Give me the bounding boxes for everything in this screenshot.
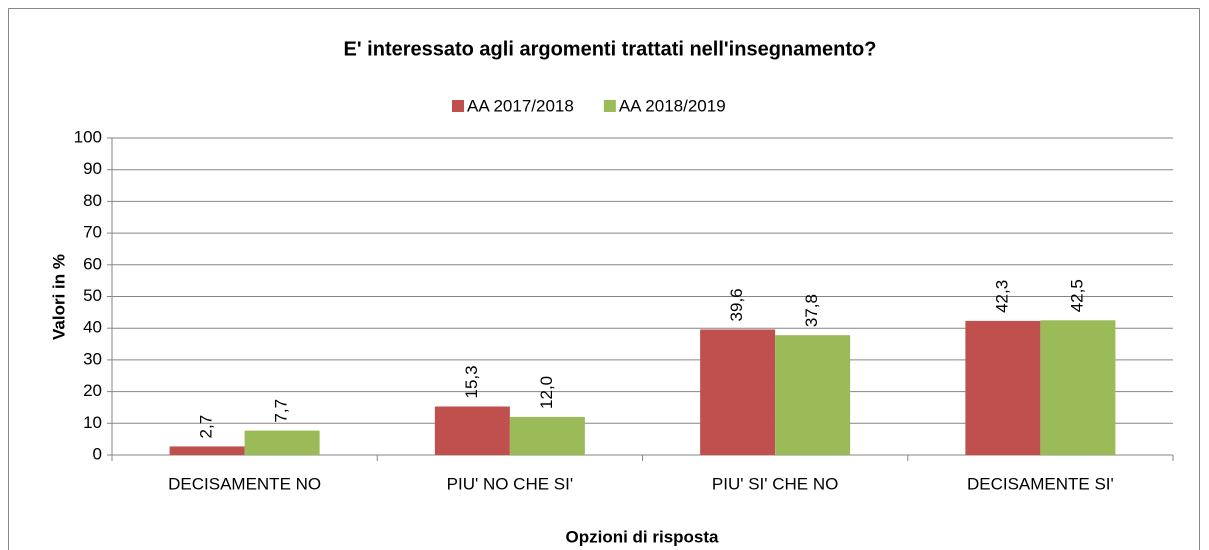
value-label: 42,3 xyxy=(992,280,1011,313)
bar xyxy=(700,329,776,455)
y-axis-label: Valori in % xyxy=(49,254,68,340)
bar xyxy=(965,320,1041,455)
y-tick-label: 100 xyxy=(74,127,102,146)
y-tick-label: 80 xyxy=(83,191,102,210)
x-tick-label: PIU' NO CHE SI' xyxy=(447,474,573,493)
x-tick-label: DECISAMENTE SI' xyxy=(967,474,1114,493)
bar xyxy=(1040,320,1116,455)
bar xyxy=(434,406,510,455)
y-tick-label: 40 xyxy=(83,318,102,337)
y-tick-label: 50 xyxy=(83,286,102,305)
bar xyxy=(244,430,320,455)
y-tick-label: 0 xyxy=(93,444,102,463)
chart-title: E' interessato agli argomenti trattati n… xyxy=(344,38,877,60)
y-tick-label: 60 xyxy=(83,254,102,273)
value-label: 39,6 xyxy=(727,288,746,321)
legend-label: AA 2017/2018 xyxy=(467,96,574,115)
x-tick-label: DECISAMENTE NO xyxy=(168,474,321,493)
y-tick-label: 20 xyxy=(83,381,102,400)
chart-border xyxy=(8,8,1200,550)
legend-label: AA 2018/2019 xyxy=(619,96,726,115)
value-label: 2,7 xyxy=(197,415,216,439)
y-tick-label: 30 xyxy=(83,349,102,368)
value-label: 12,0 xyxy=(537,376,556,409)
y-tick-label: 10 xyxy=(83,413,102,432)
x-axis-label: Opzioni di risposta xyxy=(565,527,719,546)
y-tick-label: 90 xyxy=(83,159,102,178)
bar xyxy=(775,335,851,455)
bar xyxy=(509,416,585,455)
value-label: 37,8 xyxy=(802,294,821,327)
legend-swatch xyxy=(603,100,616,112)
legend-swatch xyxy=(452,100,464,112)
value-label: 42,5 xyxy=(1067,279,1086,312)
x-tick-label: PIU' SI' CHE NO xyxy=(712,474,838,493)
value-label: 7,7 xyxy=(272,399,291,423)
value-label: 15,3 xyxy=(462,365,481,398)
y-tick-label: 70 xyxy=(83,223,102,242)
bar xyxy=(169,446,245,455)
